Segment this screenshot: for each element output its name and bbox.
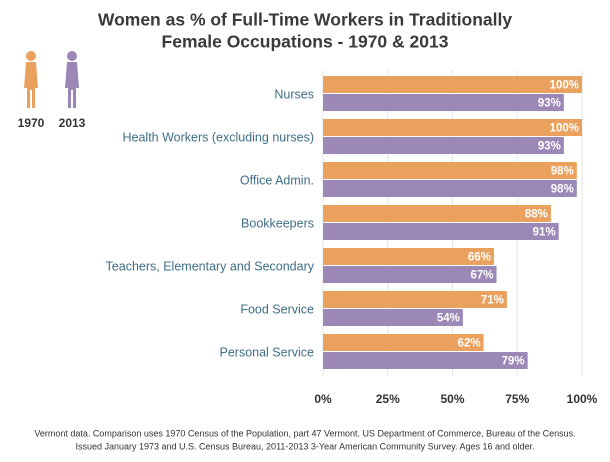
value-label: 93% xyxy=(538,98,561,110)
bar xyxy=(323,291,507,308)
note: Vermont data. Comparison uses 1970 Censu… xyxy=(34,428,575,438)
note: Issued January 1973 and U.S. Census Bure… xyxy=(75,441,534,451)
value-label: 98% xyxy=(551,184,574,196)
legend-label: 1970 xyxy=(18,116,45,130)
bar xyxy=(323,248,494,265)
value-label: 54% xyxy=(437,313,460,325)
value-label: 91% xyxy=(533,227,556,239)
category-label: Personal Service xyxy=(220,345,315,359)
value-label: 100% xyxy=(550,80,579,92)
bar xyxy=(323,334,484,351)
category-label: Teachers, Elementary and Secondary xyxy=(106,259,315,273)
category-label: Health Workers (excluding nurses) xyxy=(122,130,314,144)
value-label: 93% xyxy=(538,141,561,153)
value-label: 100% xyxy=(550,123,579,135)
value-label: 71% xyxy=(481,295,504,307)
x-tick-label: 75% xyxy=(505,392,529,406)
x-tick-label: 100% xyxy=(567,392,598,406)
category-label: Food Service xyxy=(240,302,314,316)
x-tick-label: 0% xyxy=(314,392,332,406)
bar xyxy=(323,180,577,197)
chart-title: Women as % of Full-Time Workers in Tradi… xyxy=(98,10,513,30)
bar xyxy=(323,76,582,93)
bar xyxy=(323,94,564,111)
legend-icon xyxy=(65,62,79,108)
legend-icon xyxy=(26,51,36,61)
legend-label: 2013 xyxy=(59,116,86,130)
x-tick-label: 25% xyxy=(376,392,400,406)
bar xyxy=(323,223,559,240)
bar xyxy=(323,309,463,326)
value-label: 79% xyxy=(502,356,525,368)
bar xyxy=(323,205,551,222)
category-label: Bookkeepers xyxy=(241,216,314,230)
bar xyxy=(323,352,528,369)
value-label: 67% xyxy=(470,270,493,282)
category-label: Office Admin. xyxy=(240,173,314,187)
legend-icon xyxy=(67,51,77,61)
value-label: 66% xyxy=(468,252,491,264)
chart-title: Female Occupations - 1970 & 2013 xyxy=(162,32,449,52)
bar xyxy=(323,162,577,179)
x-tick-label: 50% xyxy=(440,392,464,406)
bar xyxy=(323,266,497,283)
bar xyxy=(323,137,564,154)
value-label: 88% xyxy=(525,209,548,221)
category-label: Nurses xyxy=(274,87,314,101)
legend-icon xyxy=(24,62,38,108)
value-label: 62% xyxy=(458,338,481,350)
value-label: 98% xyxy=(551,166,574,178)
bar xyxy=(323,119,582,136)
